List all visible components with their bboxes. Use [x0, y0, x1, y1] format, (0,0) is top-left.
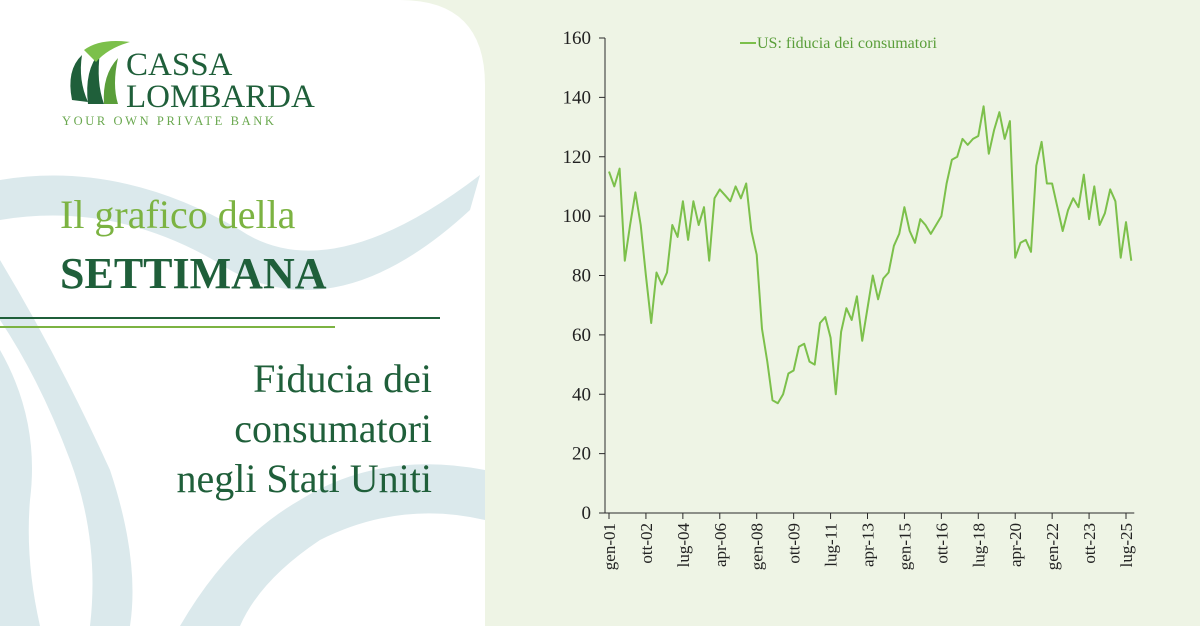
x-tick-label: ott-23	[1080, 523, 1099, 564]
series-line	[608, 105, 1133, 405]
y-tick-label: 0	[582, 503, 592, 524]
subtitle: negli Stati Uniti	[176, 456, 432, 501]
y-tick-label: 160	[563, 28, 592, 49]
kicker: Il grafico della	[60, 192, 296, 237]
x-tick-label: gen-01	[600, 523, 619, 570]
brand-tagline: YOUR OWN PRIVATE BANK	[62, 114, 276, 128]
brand-name: CASSA	[126, 47, 233, 83]
logo-mark	[70, 41, 130, 104]
x-tick-label: ott-16	[932, 523, 951, 564]
x-tick-label: gen-15	[895, 523, 914, 570]
subtitle: Fiducia dei	[253, 356, 432, 401]
left-panel	[0, 0, 485, 626]
brand-name: LOMBARDA	[126, 79, 315, 115]
x-tick-label: gen-08	[748, 523, 767, 570]
x-tick-label: lug-04	[674, 523, 693, 568]
x-tick-label: apr-13	[859, 523, 878, 567]
y-tick-label: 60	[572, 325, 591, 346]
x-tick-label: lug-18	[969, 523, 988, 567]
y-tick-label: 80	[572, 266, 591, 287]
x-tick-label: apr-20	[1006, 523, 1025, 567]
y-tick-label: 20	[572, 444, 591, 465]
x-tick-label: apr-06	[711, 523, 730, 567]
x-tick-label: gen-22	[1043, 523, 1062, 570]
y-tick-label: 40	[572, 384, 591, 405]
x-tick-label: ott-09	[785, 523, 804, 564]
heading-title: SETTIMANA	[60, 249, 327, 298]
y-tick-label: 100	[563, 206, 592, 227]
x-tick-label: ott-02	[637, 523, 656, 564]
subtitle: consumatori	[234, 406, 432, 451]
brush-decor	[0, 175, 485, 626]
chart: 0 20 40 60 80 100 120 140 160 gen-01 ott-02 lug-04 a…	[563, 28, 1137, 570]
y-tick-label: 120	[563, 147, 592, 168]
y-tick-label: 140	[563, 87, 592, 108]
x-tick-label: lug-25	[1117, 523, 1136, 567]
x-tick-label: lug-11	[822, 523, 841, 567]
legend-label: US: fiducia dei consumatori	[757, 35, 938, 52]
